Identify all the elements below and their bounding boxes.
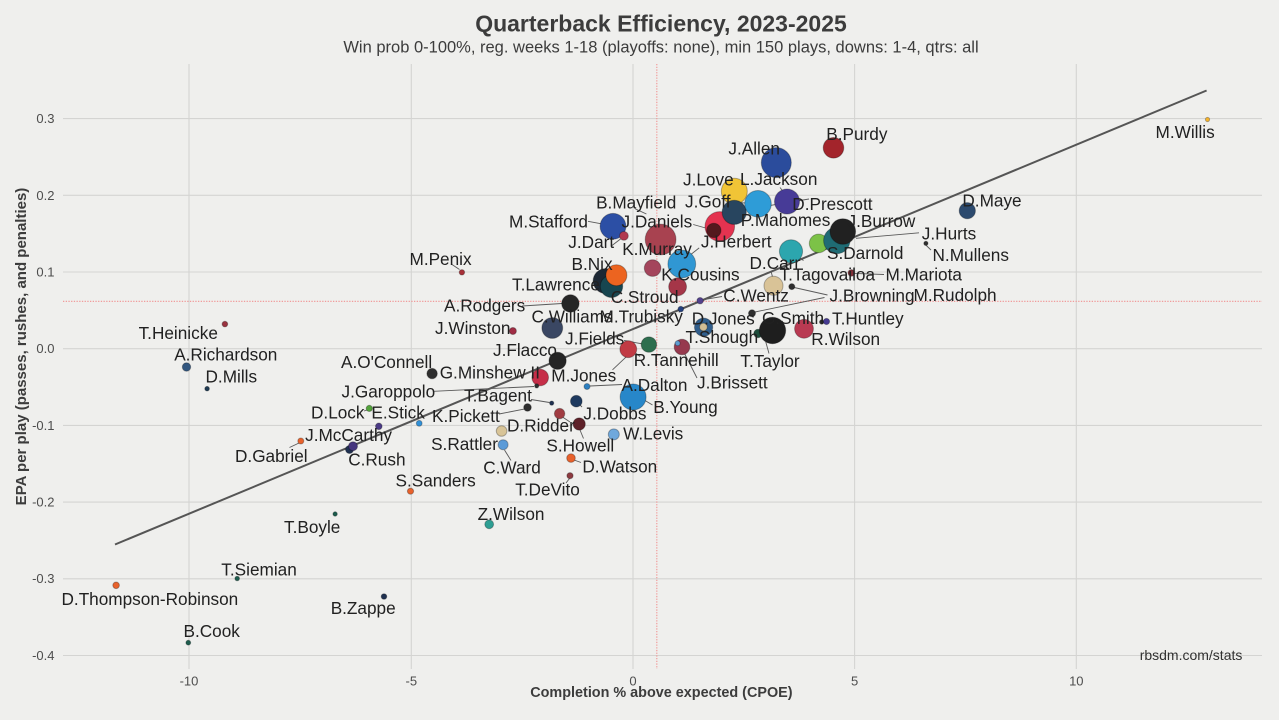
svg-text:0.0: 0.0	[36, 341, 54, 356]
svg-text:M.Trubisky: M.Trubisky	[600, 307, 684, 327]
svg-text:J.Herbert: J.Herbert	[701, 231, 772, 251]
svg-text:J.Fields: J.Fields	[565, 329, 624, 349]
svg-text:B.Purdy: B.Purdy	[826, 124, 888, 144]
svg-text:C.Stroud: C.Stroud	[611, 287, 679, 307]
svg-text:W.Levis: W.Levis	[623, 423, 683, 443]
svg-text:K.Pickett: K.Pickett	[432, 406, 500, 426]
svg-text:-0.4: -0.4	[32, 648, 54, 663]
svg-text:Completion % above expected (C: Completion % above expected (CPOE)	[530, 685, 792, 701]
svg-text:10: 10	[1069, 674, 1083, 689]
svg-text:D.Prescott: D.Prescott	[792, 194, 872, 214]
svg-text:0.3: 0.3	[36, 111, 54, 126]
svg-text:A.Rodgers: A.Rodgers	[444, 296, 525, 316]
svg-text:-0.3: -0.3	[32, 571, 54, 586]
svg-text:C.Williams: C.Williams	[532, 306, 613, 326]
svg-text:P.Mahomes: P.Mahomes	[741, 210, 831, 230]
svg-text:J.Browning: J.Browning	[830, 285, 915, 305]
svg-text:J.Allen: J.Allen	[728, 139, 780, 159]
svg-text:A.Richardson: A.Richardson	[174, 344, 277, 364]
svg-text:M.Rudolph: M.Rudolph	[914, 285, 997, 305]
svg-text:T.Lawrence: T.Lawrence	[512, 275, 600, 295]
svg-text:T.Boyle: T.Boyle	[284, 517, 340, 537]
svg-text:D.Thompson-Robinson: D.Thompson-Robinson	[62, 589, 239, 609]
svg-text:C.Rush: C.Rush	[348, 449, 405, 469]
svg-text:E.Stick: E.Stick	[371, 403, 425, 423]
svg-text:T.Siemian: T.Siemian	[221, 560, 296, 580]
svg-text:G.Minshew II: G.Minshew II	[440, 363, 540, 383]
svg-text:S.Howell: S.Howell	[546, 436, 614, 456]
svg-text:R.Tannehill: R.Tannehill	[634, 350, 719, 370]
svg-text:B.Mayfield: B.Mayfield	[596, 192, 676, 212]
svg-text:Win prob 0-100%, reg. weeks 1-: Win prob 0-100%, reg. weeks 1-18 (playof…	[343, 39, 978, 57]
svg-text:M.Stafford: M.Stafford	[509, 211, 588, 231]
svg-text:T.DeVito: T.DeVito	[515, 479, 580, 499]
svg-text:D.Watson: D.Watson	[582, 457, 657, 477]
svg-text:B.Young: B.Young	[653, 397, 717, 417]
svg-text:0.1: 0.1	[36, 265, 54, 280]
svg-text:B.Cook: B.Cook	[184, 621, 241, 641]
svg-text:J.Goff: J.Goff	[685, 191, 731, 211]
svg-text:0.2: 0.2	[36, 188, 54, 203]
svg-text:K.Cousins: K.Cousins	[661, 265, 739, 285]
svg-text:D.Jones: D.Jones	[692, 309, 755, 329]
svg-text:C.Ward: C.Ward	[483, 458, 541, 478]
svg-text:5: 5	[851, 674, 858, 689]
svg-text:T.Heinicke: T.Heinicke	[139, 323, 218, 343]
svg-text:D.Mills: D.Mills	[206, 367, 258, 387]
svg-text:J.Daniels: J.Daniels	[622, 212, 693, 232]
svg-text:K.Murray: K.Murray	[622, 239, 692, 259]
svg-text:-0.2: -0.2	[32, 495, 54, 510]
svg-text:J.Winston: J.Winston	[435, 318, 510, 338]
svg-text:D.Gabriel: D.Gabriel	[235, 446, 308, 466]
svg-text:-5: -5	[406, 674, 418, 689]
svg-text:A.Dalton: A.Dalton	[622, 375, 688, 395]
svg-text:J.Hurts: J.Hurts	[922, 223, 976, 243]
svg-text:J.Burrow: J.Burrow	[848, 211, 916, 231]
svg-text:T.Taylor: T.Taylor	[740, 351, 799, 371]
svg-text:L.Jackson: L.Jackson	[740, 169, 817, 189]
svg-text:J.Dobbs: J.Dobbs	[583, 404, 646, 424]
svg-text:J.Flacco: J.Flacco	[493, 340, 557, 360]
svg-text:D.Lock: D.Lock	[311, 403, 365, 423]
svg-text:J.Dart: J.Dart	[568, 232, 614, 252]
svg-text:D.Carr: D.Carr	[750, 253, 801, 273]
svg-text:M.Penix: M.Penix	[410, 249, 472, 269]
svg-text:D.Maye: D.Maye	[962, 191, 1021, 211]
svg-text:Z.Wilson: Z.Wilson	[478, 504, 545, 524]
svg-text:T.Bagent: T.Bagent	[464, 386, 532, 406]
svg-text:0: 0	[629, 674, 636, 689]
svg-text:rbsdm.com/stats: rbsdm.com/stats	[1140, 647, 1243, 663]
svg-text:J.Brissett: J.Brissett	[697, 372, 768, 392]
svg-text:S.Darnold: S.Darnold	[827, 243, 903, 263]
svg-text:M.Jones: M.Jones	[551, 365, 616, 385]
svg-text:S.Sanders: S.Sanders	[396, 470, 476, 490]
svg-text:A.O'Connell: A.O'Connell	[341, 352, 432, 372]
svg-text:R.Wilson: R.Wilson	[811, 329, 880, 349]
svg-text:-10: -10	[180, 674, 199, 689]
svg-text:G.Smith: G.Smith	[762, 308, 824, 328]
svg-text:J.Garoppolo: J.Garoppolo	[342, 381, 436, 401]
svg-text:EPA per play (passes, rushes,: EPA per play (passes, rushes, and penalt…	[13, 188, 30, 506]
svg-text:J.McCarthy: J.McCarthy	[305, 425, 392, 445]
svg-text:T.Huntley: T.Huntley	[832, 309, 904, 329]
svg-text:B.Nix: B.Nix	[572, 254, 613, 274]
svg-text:C.Wentz: C.Wentz	[723, 286, 789, 306]
svg-text:Quarterback Efficiency, 2023-2: Quarterback Efficiency, 2023-2025	[475, 11, 847, 37]
svg-text:J.Love: J.Love	[683, 170, 734, 190]
svg-text:T.Tagovailoa: T.Tagovailoa	[780, 265, 876, 285]
svg-text:M.Mariota: M.Mariota	[886, 265, 963, 285]
svg-text:T.Shough: T.Shough	[686, 327, 759, 347]
svg-text:D.Ridder: D.Ridder	[507, 416, 575, 436]
svg-text:B.Zappe: B.Zappe	[331, 598, 396, 618]
svg-text:S.Rattler: S.Rattler	[431, 434, 498, 454]
svg-text:-0.1: -0.1	[32, 418, 54, 433]
svg-text:N.Mullens: N.Mullens	[933, 245, 1009, 265]
svg-text:M.Willis: M.Willis	[1156, 122, 1215, 142]
